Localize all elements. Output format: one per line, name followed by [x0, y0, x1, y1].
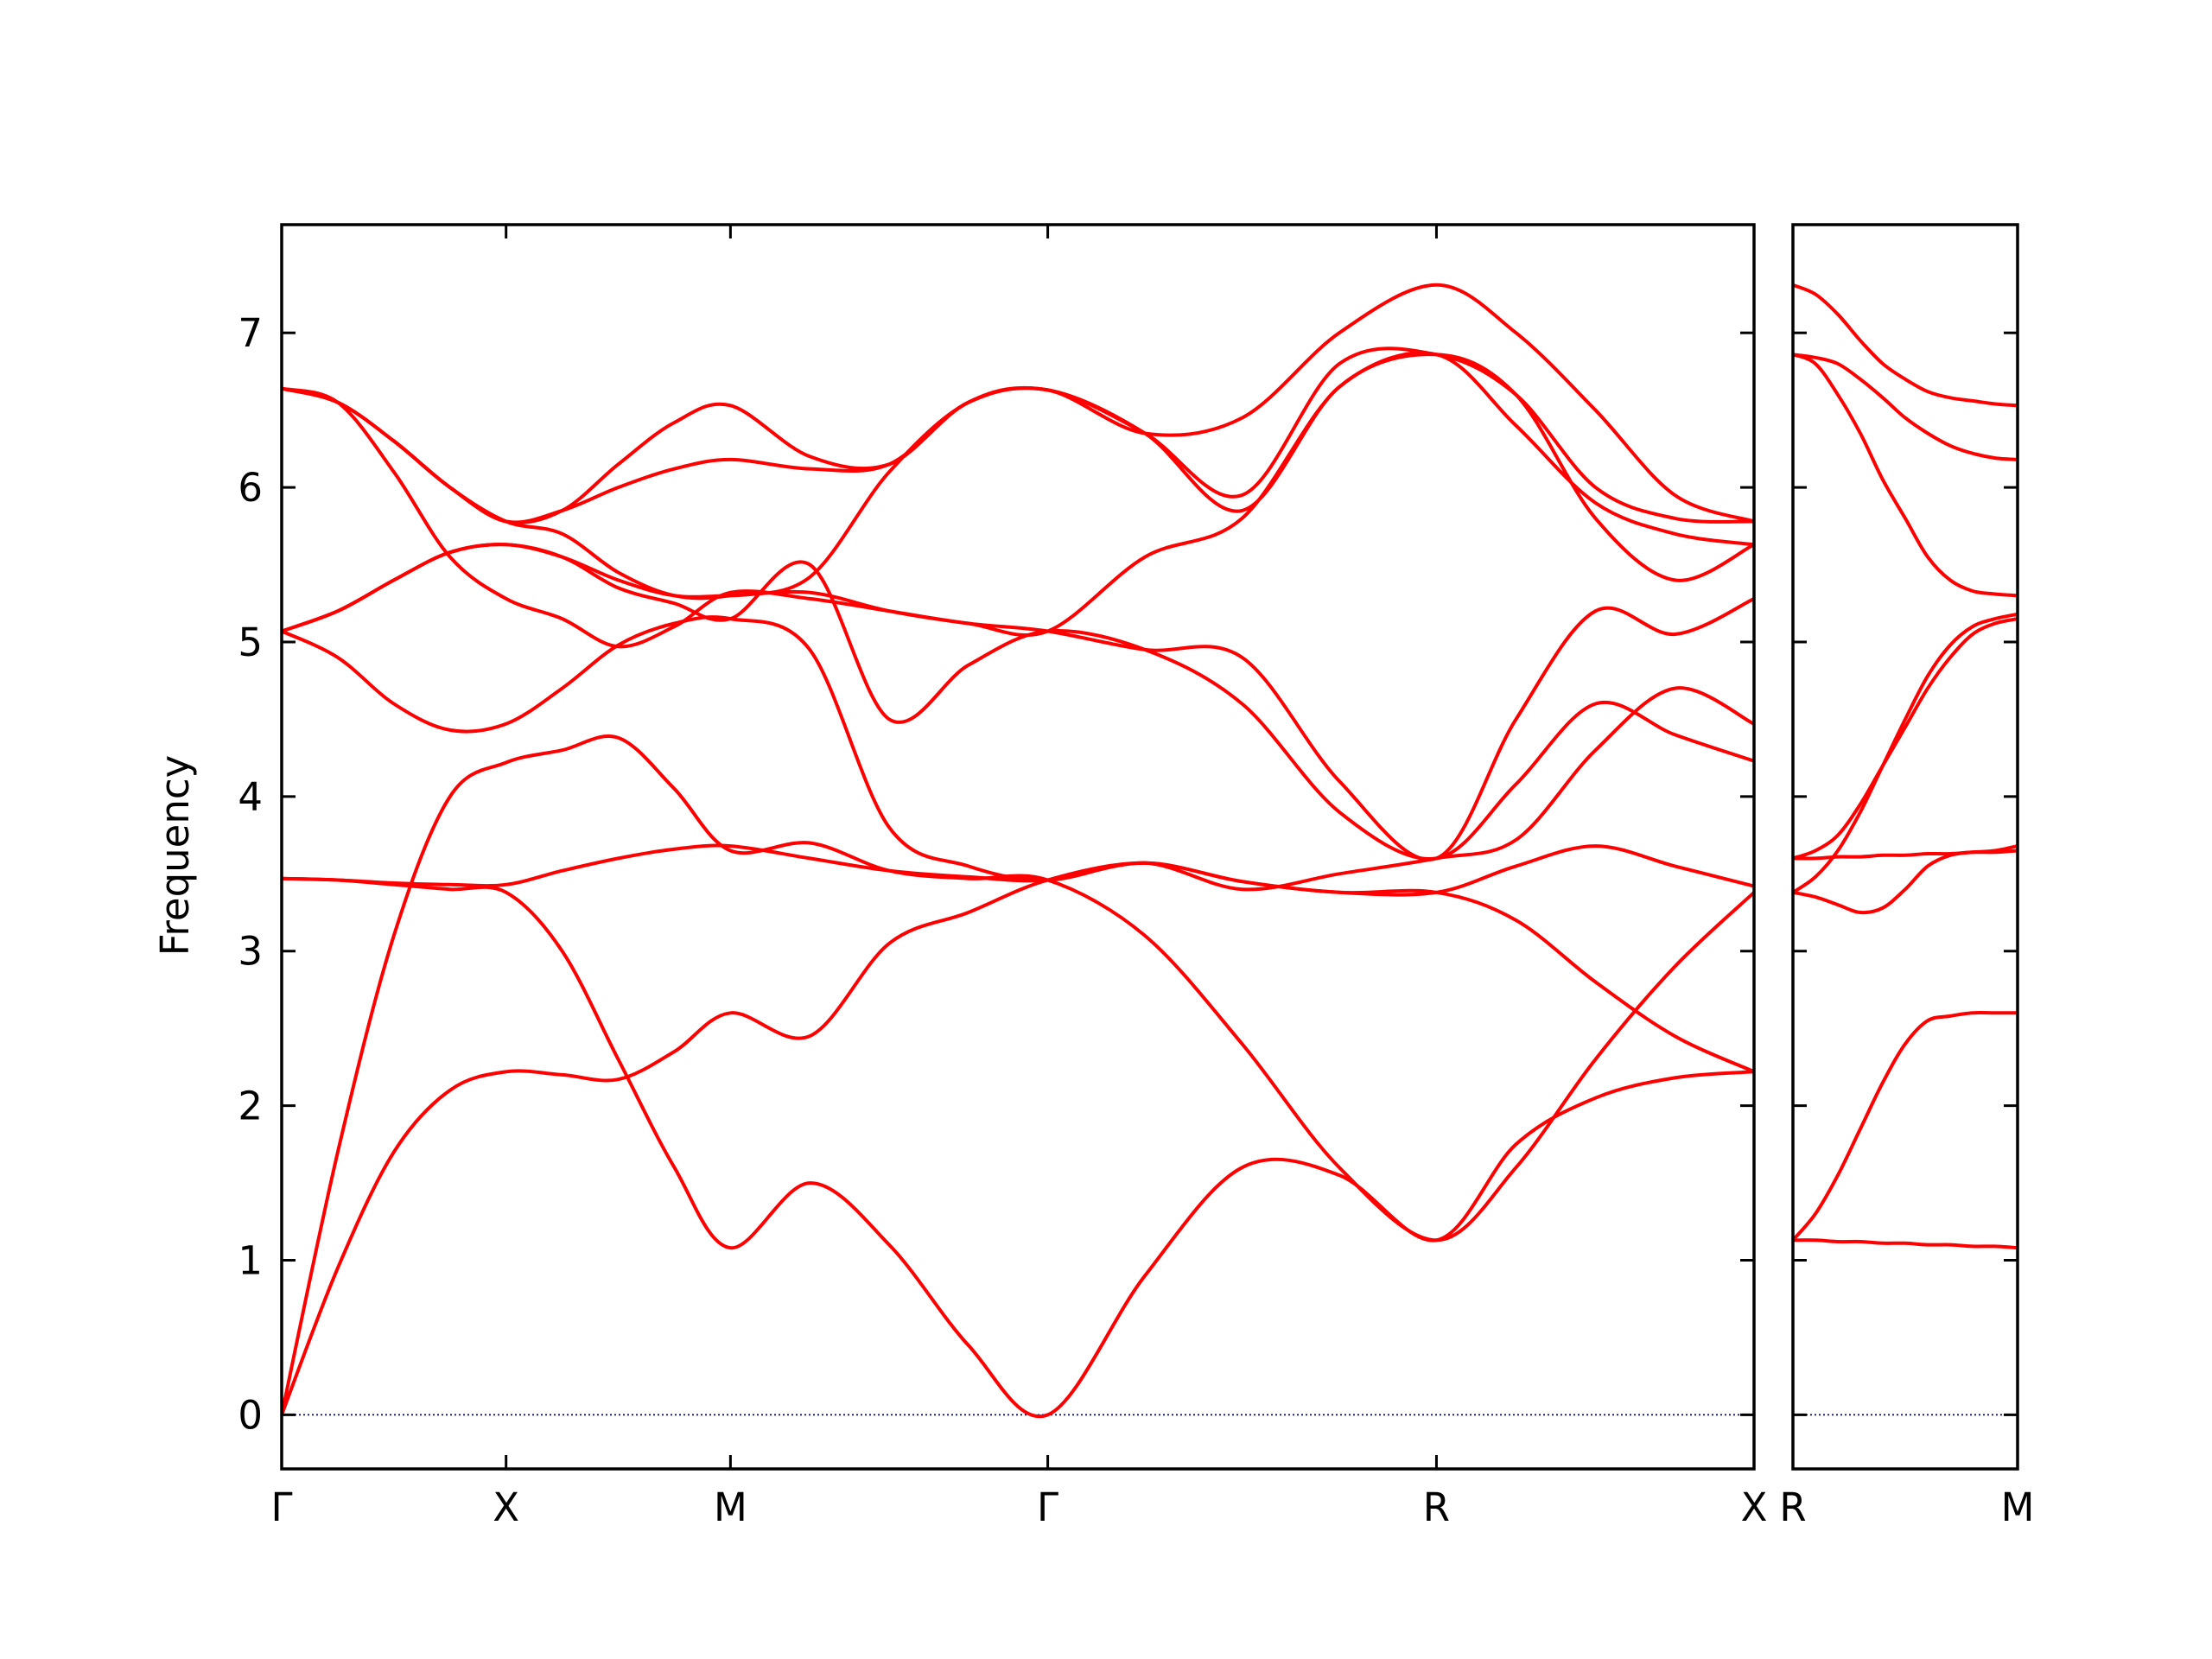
- y-tick-label: 2: [238, 1084, 263, 1129]
- x-tick-label: M: [2001, 1484, 2035, 1530]
- band-10: [282, 346, 1754, 524]
- band-5: [282, 615, 1754, 892]
- y-tick-label: 0: [238, 1392, 263, 1438]
- y-tick-label: 4: [238, 774, 263, 820]
- band-8: [282, 353, 1754, 637]
- band-9: [1793, 283, 2018, 408]
- band-1: [1793, 1238, 2018, 1250]
- band-11: [282, 283, 1754, 524]
- band-4: [1793, 849, 2018, 861]
- x-tick-label: M: [714, 1484, 747, 1530]
- x-tick-label: X: [493, 1484, 519, 1530]
- x-tick-label: R: [1779, 1484, 1806, 1530]
- y-tick-label: 7: [238, 310, 263, 356]
- y-tick-label: 5: [238, 620, 263, 665]
- panel-frame: [1791, 223, 2019, 1471]
- y-axis-label: Frequency: [152, 755, 198, 956]
- y-tick-label: 3: [238, 929, 263, 975]
- band-5: [1793, 617, 2018, 861]
- x-tick-label: R: [1423, 1484, 1450, 1530]
- band-6: [282, 543, 1754, 861]
- y-tick-label: 6: [238, 465, 263, 511]
- band-7: [1793, 353, 2018, 598]
- x-tick-label: Γ: [270, 1484, 292, 1530]
- band-2: [1793, 1011, 2018, 1243]
- band-7: [282, 386, 1754, 861]
- x-tick-label: Γ: [1037, 1484, 1058, 1530]
- x-tick-label: X: [1741, 1484, 1768, 1530]
- panel-1: 0 1 2 3 4 5 6 7 Γ X M Γ R X: [238, 223, 1768, 1530]
- band-1: [282, 844, 1754, 1417]
- panel-frame: [280, 223, 1756, 1471]
- band-2: [282, 734, 1754, 1417]
- band-8: [1793, 353, 2018, 461]
- y-tick-label: 1: [238, 1238, 263, 1284]
- band-3: [282, 876, 1754, 1419]
- band-4: [282, 843, 1754, 1074]
- band-6: [1793, 612, 2018, 894]
